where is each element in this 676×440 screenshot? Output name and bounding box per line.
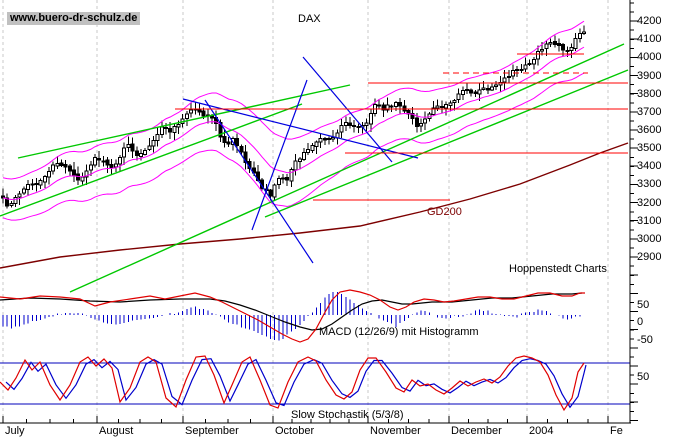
stoch-label: Slow Stochastik (5/3/8) [291,409,404,421]
value-axis-tick-label: 4200 [637,15,662,27]
value-axis-tick-label: 3700 [637,106,662,118]
brand-label: Hoppenstedt Charts [509,263,607,275]
value-axis-tick-label: -50 [637,334,653,346]
time-axis-tick-label: Fe [610,425,623,437]
value-axis-tick-label: 50 [637,371,650,383]
time-axis-tick-label: December [451,425,502,437]
value-axis-tick-label: 4000 [637,51,662,63]
value-axis-tick-label: 4100 [637,33,662,45]
macd-label: MACD (12/26/9) mit Histogramm [319,326,479,338]
gd200-label: GD200 [427,206,462,218]
value-axis-tick-label: 3300 [637,178,662,190]
time-axis-tick-label: 2004 [529,425,554,437]
value-axis-tick-label: 3200 [637,197,662,209]
chart-title: DAX [298,13,321,25]
value-axis-tick-label: 3900 [637,70,662,82]
value-axis-tick-label: 0 [637,316,644,328]
value-axis-tick-label: 50 [637,299,650,311]
time-axis-tick-label: September [185,425,239,437]
value-axis-tick-label: 3400 [637,160,662,172]
value-axis-tick-label: 3800 [637,88,662,100]
time-axis-tick-label: November [370,425,421,437]
value-axis-tick-label: 3000 [637,233,662,245]
value-axis-tick-label: 2900 [637,251,662,263]
time-axis-tick-label: October [275,425,315,437]
value-axis-tick-label: 3500 [637,142,662,154]
time-axis-tick-label: July [5,425,25,437]
watermark: www.buero-dr-schulz.de [7,12,141,25]
time-axis-tick-label: August [99,425,134,437]
value-axis-tick-label: 3600 [637,124,662,136]
value-axis-tick-label: 3100 [637,215,662,227]
